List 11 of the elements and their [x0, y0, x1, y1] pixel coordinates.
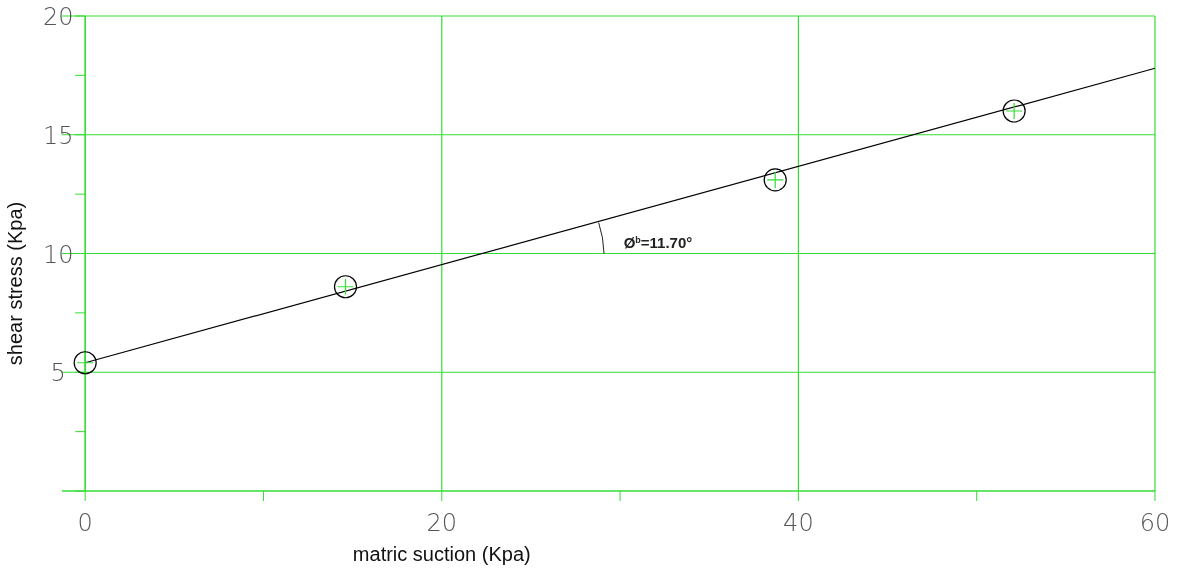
x-axis-title: matric suction (Kpa) — [352, 543, 531, 565]
y-tick-label: 20 — [42, 3, 74, 31]
annotation: Ø$^{b}$=11.70° — [623, 233, 693, 251]
x-tick-label: 20 — [426, 509, 458, 537]
x-tick-label: 60 — [1139, 509, 1171, 537]
y-axis-title: shear stress (Kpa) — [4, 201, 26, 366]
y-tick-label: 5 — [50, 359, 66, 388]
y-tick-label: 15 — [42, 121, 74, 150]
x-tick-label: 40 — [783, 509, 814, 537]
y-tick-label: 10 — [42, 240, 74, 269]
x-tick-label: 0 — [77, 509, 93, 537]
